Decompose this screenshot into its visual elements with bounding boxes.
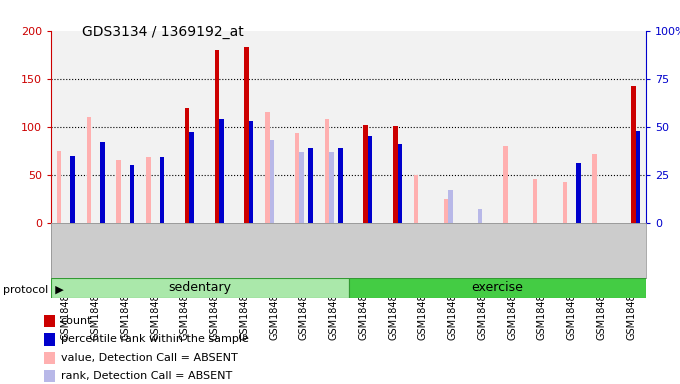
Bar (44, 315, 55, 327)
Bar (299, 152, 304, 223)
Bar (51, 278, 348, 298)
Text: protocol  ▶: protocol ▶ (3, 285, 64, 295)
Bar (189, 132, 194, 223)
Bar (576, 163, 581, 223)
Bar (44, 370, 55, 382)
Text: GDS3134 / 1369192_at: GDS3134 / 1369192_at (82, 25, 243, 39)
Bar (325, 119, 329, 223)
Text: exercise: exercise (471, 281, 523, 294)
Bar (338, 148, 343, 223)
Bar (631, 86, 636, 223)
Bar (308, 148, 313, 223)
Bar (116, 161, 121, 223)
Bar (44, 352, 55, 364)
Bar (503, 146, 508, 223)
Bar (57, 151, 61, 223)
Bar (160, 157, 164, 223)
Bar (329, 152, 334, 223)
Bar (130, 165, 135, 223)
Text: rank, Detection Call = ABSENT: rank, Detection Call = ABSENT (61, 371, 232, 381)
Bar (414, 175, 418, 223)
Bar (444, 199, 448, 223)
Bar (295, 134, 299, 223)
Text: sedentary: sedentary (168, 281, 231, 294)
Bar (270, 140, 274, 223)
Bar (368, 136, 373, 223)
Bar (393, 126, 398, 223)
Bar (70, 156, 75, 223)
Bar (348, 278, 646, 298)
Bar (244, 47, 249, 223)
Text: percentile rank within the sample: percentile rank within the sample (61, 334, 249, 344)
Bar (185, 108, 189, 223)
Bar (215, 50, 219, 223)
Bar (533, 179, 537, 223)
Bar (398, 144, 402, 223)
Text: value, Detection Call = ABSENT: value, Detection Call = ABSENT (61, 353, 237, 363)
Bar (363, 125, 368, 223)
Bar (265, 113, 270, 223)
Bar (563, 182, 567, 223)
Bar (100, 142, 105, 223)
Bar (448, 190, 453, 223)
Text: count: count (61, 316, 92, 326)
Bar (478, 209, 482, 223)
Bar (146, 157, 151, 223)
Bar (249, 121, 253, 223)
Bar (219, 119, 224, 223)
Bar (87, 117, 91, 223)
Bar (636, 131, 640, 223)
Bar (592, 154, 597, 223)
Bar (44, 333, 55, 346)
